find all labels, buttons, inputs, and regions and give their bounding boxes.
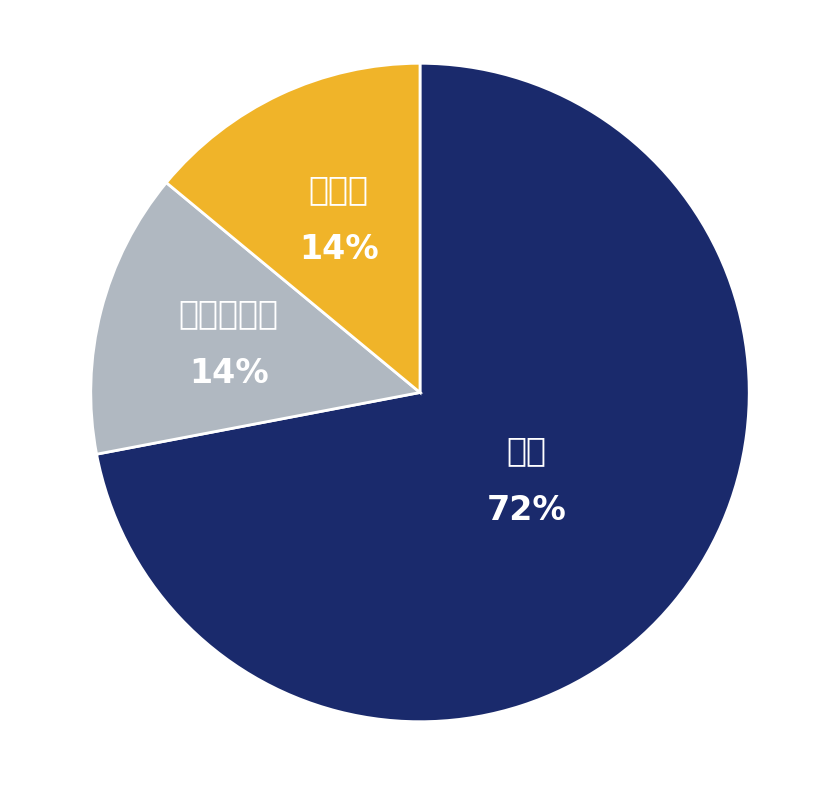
Text: 14%: 14% [189,356,269,389]
Text: はい: はい [507,435,547,468]
Wedge shape [97,64,749,721]
Text: わからない: わからない [179,298,279,330]
Text: 14%: 14% [299,233,379,266]
Wedge shape [91,183,420,455]
Wedge shape [166,64,420,392]
Text: 72%: 72% [486,494,566,527]
Text: いいえ: いいえ [308,173,369,206]
